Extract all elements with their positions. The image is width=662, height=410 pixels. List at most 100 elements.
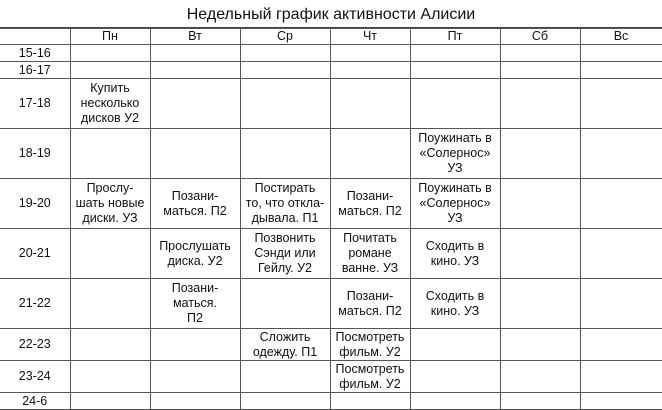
table-row: 20-21 Прослушать диска. У2 Позвонить Сэнди… (0, 228, 662, 279)
activity-cell (69, 328, 151, 361)
activity-cell (499, 228, 581, 279)
activity-cell (149, 328, 241, 361)
header-day: Ср (239, 28, 331, 45)
activity-cell: Посмотреть фильм. У2 (329, 360, 411, 393)
activity-cell (499, 78, 581, 129)
time-slot: 21-22 (0, 278, 71, 329)
activity-cell (409, 61, 501, 79)
time-slot: 15-16 (0, 44, 71, 62)
activity-cell (239, 78, 331, 129)
activity-cell (579, 278, 662, 329)
activity-cell: Сходить в кино. УЗ (409, 278, 501, 329)
activity-cell (579, 44, 662, 62)
activity-cell: Позани- маться. П2 (329, 278, 411, 329)
activity-cell: Позани- маться. П2 (149, 278, 241, 329)
activity-cell (239, 128, 331, 179)
activity-cell (239, 61, 331, 79)
activity-cell (239, 278, 331, 329)
activity-cell: Посмотреть фильм. У2 (329, 328, 411, 361)
activity-cell (499, 278, 581, 329)
activity-cell (409, 44, 501, 62)
activity-cell: Поужинать в «Солернос» УЗ (409, 128, 501, 179)
activity-cell (409, 78, 501, 129)
activity-cell: Поужинать в «Солернос» УЗ (409, 178, 501, 229)
time-slot: 16-17 (0, 61, 71, 79)
time-slot: 19-20 (0, 178, 71, 229)
time-slot: 18-19 (0, 128, 71, 179)
table-row: 16-17 (0, 61, 662, 79)
header-day: Сб (499, 28, 581, 45)
activity-cell (149, 61, 241, 79)
activity-cell (69, 360, 151, 393)
header-day: Пн (69, 28, 151, 45)
table-row: 18-19 Поужинать в «Солернос» УЗ (0, 128, 662, 179)
activity-cell: Сходить в кино. УЗ (409, 228, 501, 279)
activity-cell (499, 360, 581, 393)
time-slot: 20-21 (0, 228, 71, 279)
activity-cell (69, 61, 151, 79)
activity-cell (239, 392, 331, 410)
activity-cell (239, 360, 331, 393)
activity-cell (579, 360, 662, 393)
table-row: 21-22 Позани- маться. П2 Позани- маться. П… (0, 278, 662, 329)
activity-cell: Почитать романе ванне. УЗ (329, 228, 411, 279)
activity-cell: Прослу- шать новые диски. УЗ (69, 178, 151, 229)
header-day: Вс (579, 28, 662, 45)
header-day: Чт (329, 28, 411, 45)
activity-cell (329, 61, 411, 79)
activity-cell: Прослушать диска. У2 (149, 228, 241, 279)
activity-cell: Сложить одежду. П1 (239, 328, 331, 361)
activity-cell (579, 328, 662, 361)
activity-cell (329, 128, 411, 179)
activity-cell (499, 328, 581, 361)
activity-cell (409, 392, 501, 410)
table-row: 23-24 Посмотреть фильм. У2 (0, 360, 662, 393)
activity-cell: Позвонить Сэнди или Гейлу. У2 (239, 228, 331, 279)
activity-cell (329, 44, 411, 62)
activity-cell (149, 360, 241, 393)
activity-cell (69, 228, 151, 279)
activity-cell (579, 128, 662, 179)
table-row: 22-23 Сложить одежду. П1 Посмотреть фильм.… (0, 328, 662, 361)
activity-cell: Постирать то, что откла- дывала. П1 (239, 178, 331, 229)
activity-cell (69, 128, 151, 179)
activity-cell (149, 78, 241, 129)
activity-cell (409, 360, 501, 393)
header-day: Пт (409, 28, 501, 45)
activity-cell (239, 44, 331, 62)
table-row: 24-6 (0, 392, 662, 410)
activity-cell (69, 392, 151, 410)
activity-cell (499, 44, 581, 62)
activity-cell (579, 392, 662, 410)
time-slot: 22-23 (0, 328, 71, 361)
table-row: 19-20 Прослу- шать новые диски. УЗ Позани-… (0, 178, 662, 229)
page-title: Недельный график активности Алисии (0, 0, 662, 28)
activity-cell (329, 392, 411, 410)
activity-cell: Позани- маться. П2 (329, 178, 411, 229)
time-slot: 17-18 (0, 78, 71, 129)
time-slot: 24-6 (0, 392, 71, 410)
schedule-table: Пн Вт Ср Чт Пт Сб Вс 15-16 16-17 17-18 Купить нес… (0, 28, 662, 410)
activity-cell (329, 78, 411, 129)
activity-cell (69, 278, 151, 329)
activity-cell (579, 61, 662, 79)
activity-cell (579, 228, 662, 279)
activity-cell: Купить несколько дисков У2 (69, 78, 151, 129)
activity-cell (499, 392, 581, 410)
activity-cell (579, 78, 662, 129)
header-time (0, 28, 71, 45)
activity-cell (149, 128, 241, 179)
activity-cell (149, 44, 241, 62)
table-row: 15-16 (0, 44, 662, 62)
time-slot: 23-24 (0, 360, 71, 393)
activity-cell (499, 178, 581, 229)
table-row: 17-18 Купить несколько дисков У2 (0, 78, 662, 129)
activity-cell (499, 128, 581, 179)
activity-cell (409, 328, 501, 361)
header-day: Вт (149, 28, 241, 45)
header-row: Пн Вт Ср Чт Пт Сб Вс (0, 28, 662, 45)
activity-cell (149, 392, 241, 410)
activity-cell: Позани- маться. П2 (149, 178, 241, 229)
activity-cell (499, 61, 581, 79)
activity-cell (579, 178, 662, 229)
